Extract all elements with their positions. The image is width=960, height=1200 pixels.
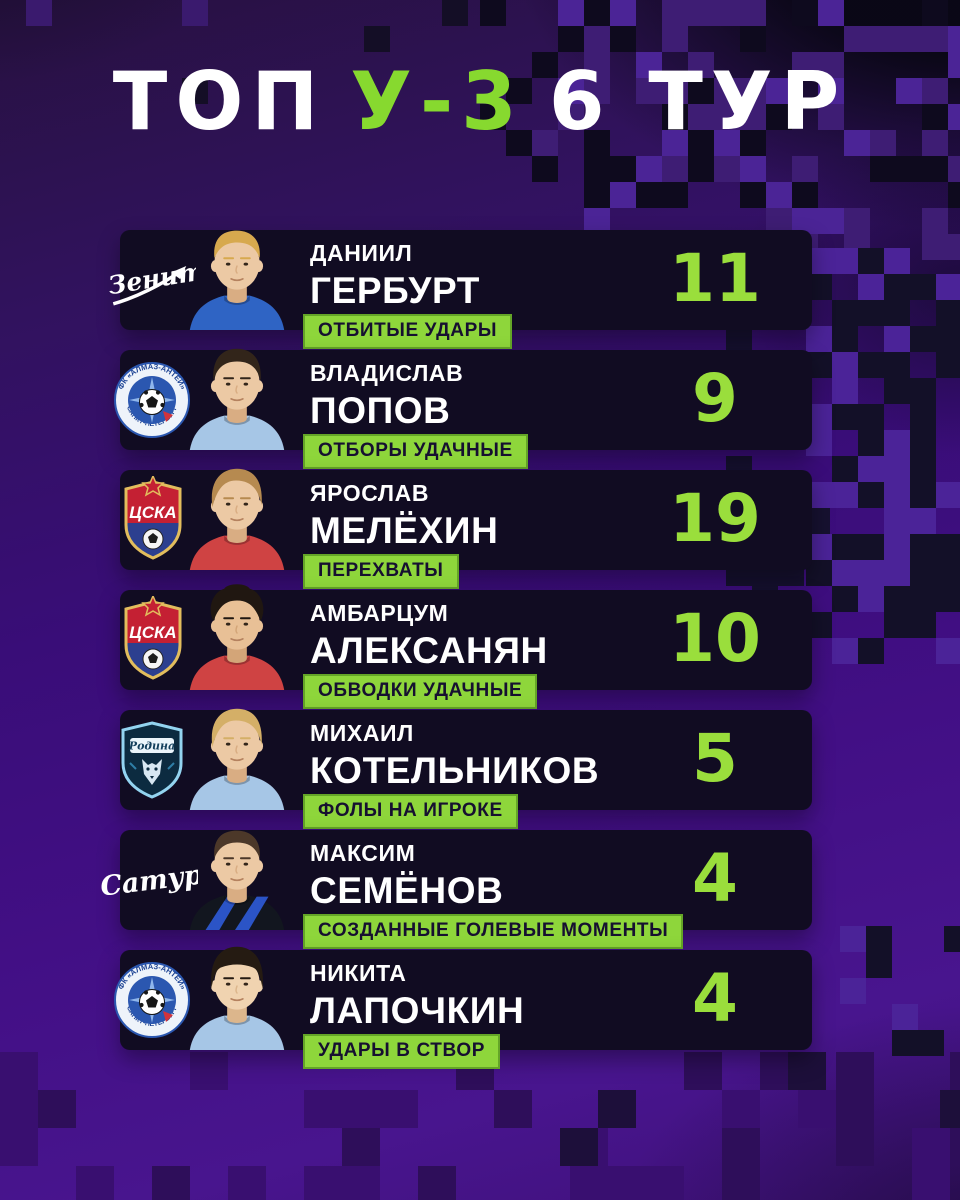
stat-value: 9 [692, 360, 738, 437]
stat-value: 4 [692, 960, 738, 1037]
player-first-name: АМБАРЦУМ [310, 600, 449, 626]
player-row: ФК «АЛМАЗ-АНТЕЙ» САНКТ-ПЕТЕРБУРГ [0, 348, 960, 470]
player-row: Родина МИХАИЛ КОТЕЛЬНИКОВ ФОЛЫ НА ИГРОКЕ… [0, 708, 960, 830]
stat-value: 11 [669, 240, 761, 317]
title-top-label: ТОП [112, 55, 327, 148]
stat-category-badge: ОТБОРЫ УДАЧНЫЕ [303, 434, 528, 469]
almaz-antey-club-logo: ФК «АЛМАЗ-АНТЕЙ» САНКТ-ПЕТЕРБУРГ [113, 361, 191, 439]
title-age-group-label: У-3 [350, 55, 525, 148]
stat-value: 5 [692, 720, 738, 797]
player-photo [176, 332, 298, 450]
player-row: ФК «АЛМАЗ-АНТЕЙ» САНКТ-ПЕТЕРБУРГ [0, 946, 960, 1070]
player-last-name: МЕЛЁХИН [310, 510, 499, 551]
player-first-name: МИХАИЛ [310, 720, 414, 746]
player-row: ЦСКА ЯРОСЛАВ МЕЛЁХИН ПЕРЕХВАТЫ 19 [0, 468, 960, 590]
player-last-name: ЛАПОЧКИН [310, 990, 525, 1031]
player-last-name: КОТЕЛЬНИКОВ [310, 750, 600, 791]
stat-category-badge: ОТБИТЫЕ УДАРЫ [303, 314, 513, 349]
svg-text:ЦСКА: ЦСКА [129, 503, 176, 522]
almaz-antey-logo-icon: ФК «АЛМАЗ-АНТЕЙ» САНКТ-ПЕТЕРБУРГ [114, 362, 190, 438]
player-first-name: НИКИТА [310, 960, 407, 986]
player-last-name: ГЕРБУРТ [310, 270, 481, 311]
almaz-antey-logo-icon: ФК «АЛМАЗ-АНТЕЙ» САНКТ-ПЕТЕРБУРГ [114, 962, 190, 1038]
player-name: МИХАИЛ КОТЕЛЬНИКОВ [310, 720, 599, 792]
zenit-logo-icon: Зенит [106, 256, 196, 306]
player-name: ДАНИИЛ ГЕРБУРТ [310, 240, 480, 312]
stat-category-badge: ФОЛЫ НА ИГРОКЕ [303, 794, 518, 829]
stat-category-badge: ОБВОДКИ УДАЧНЫЕ [303, 674, 538, 709]
player-row: ЦСКА АМБАРЦУМ АЛЕКСАНЯН ОБВОДКИ УДАЧНЫЕ … [0, 584, 960, 710]
poster-title: ТОП У-3 6 ТУР [0, 62, 960, 142]
player-name: ВЛАДИСЛАВ ПОПОВ [310, 360, 463, 432]
cska-logo-icon: ЦСКА [124, 596, 182, 680]
cska-club-logo: ЦСКА [122, 596, 184, 684]
player-photo [176, 212, 298, 330]
cska-logo-icon: ЦСКА [124, 476, 182, 560]
player-first-name: ДАНИИЛ [310, 240, 413, 266]
player-name: МАКСИМ СЕМЁНОВ [310, 840, 503, 912]
player-photo [176, 932, 298, 1050]
player-photo [176, 812, 298, 930]
stat-value: 19 [669, 480, 761, 557]
player-row: Сатурн МАКСИМ СЕМЁНОВ СОЗДАННЫЕ ГОЛЕВЫЕ … [0, 830, 960, 950]
player-photo [176, 692, 298, 810]
player-photo [176, 452, 298, 570]
rodina-club-logo: Родина [116, 719, 188, 801]
player-name: НИКИТА ЛАПОЧКИН [310, 960, 524, 1032]
almaz-antey-club-logo: ФК «АЛМАЗ-АНТЕЙ» САНКТ-ПЕТЕРБУРГ [113, 961, 191, 1039]
stat-category-badge: СОЗДАННЫЕ ГОЛЕВЫЕ МОМЕНТЫ [303, 914, 684, 949]
cska-club-logo: ЦСКА [122, 476, 184, 564]
player-first-name: ВЛАДИСЛАВ [310, 360, 464, 386]
player-first-name: МАКСИМ [310, 840, 416, 866]
stat-value: 10 [669, 600, 761, 677]
rodina-logo-icon: Родина [121, 721, 183, 799]
player-photo [176, 572, 298, 690]
saturn-logo-icon: Сатурн [99, 857, 198, 903]
player-last-name: СЕМЁНОВ [310, 870, 504, 911]
zenit-club-logo: Зенит [102, 250, 196, 310]
stat-category-badge: ПЕРЕХВАТЫ [303, 554, 459, 589]
stat-category-badge: УДАРЫ В СТВОР [303, 1034, 501, 1069]
player-name: ЯРОСЛАВ МЕЛЁХИН [310, 480, 498, 552]
player-row: Зенит ДАНИИЛ ГЕРБУРТ ОТБИТЫЕ УДАРЫ 11 [0, 230, 960, 350]
title-round-label: 6 ТУР [548, 55, 848, 148]
player-name: АМБАРЦУМ АЛЕКСАНЯН [310, 600, 548, 672]
svg-text:Родина: Родина [128, 740, 175, 753]
player-first-name: ЯРОСЛАВ [310, 480, 430, 506]
svg-text:ЦСКА: ЦСКА [129, 623, 176, 642]
stat-value: 4 [692, 840, 738, 917]
player-last-name: ПОПОВ [310, 390, 451, 431]
player-last-name: АЛЕКСАНЯН [310, 630, 548, 671]
saturn-club-logo: Сатурн [98, 850, 198, 910]
